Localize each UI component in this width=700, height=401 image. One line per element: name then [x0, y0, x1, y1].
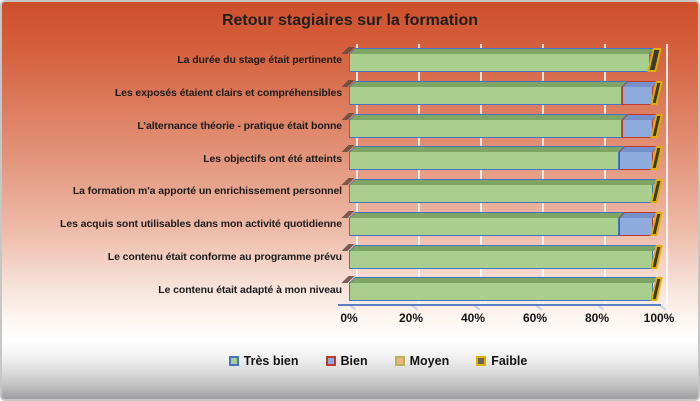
bar-segment-tres-bien — [349, 184, 653, 203]
gridline — [356, 44, 358, 304]
bar-segment-bien — [621, 85, 653, 105]
bar-row — [349, 77, 663, 110]
stacked-bar — [349, 244, 663, 269]
stacked-bar — [349, 146, 663, 171]
legend-swatch-bien — [325, 356, 336, 366]
stacked-bar — [349, 277, 663, 302]
x-axis: 0% 20% 40% 60% 80% 100% — [340, 309, 674, 329]
legend-item-moyen: Moyen — [394, 354, 450, 368]
x-tick-label: 100% — [643, 311, 675, 325]
stacked-bar — [349, 211, 663, 236]
legend-item-bien: Bien — [325, 354, 368, 368]
category-label: Le contenu était adapté à mon niveau — [158, 283, 342, 296]
category-label: La durée du stage était pertinente — [177, 54, 342, 67]
bar-segment-bien — [618, 151, 653, 171]
bar-segment-bien — [618, 216, 653, 236]
bar-row — [349, 273, 663, 306]
bars-layer — [349, 44, 663, 306]
stacked-bar — [349, 113, 663, 138]
stacked-bar — [349, 48, 662, 72]
bar-row — [349, 175, 663, 208]
legend-swatch-tres-bien — [228, 356, 239, 366]
stacked-bar — [349, 80, 663, 105]
bar-segment-tres-bien — [349, 216, 619, 236]
chart-title: Retour stagiaires sur la formation — [221, 12, 479, 29]
x-tick-label: 60% — [522, 311, 548, 325]
bar-segment-tres-bien — [349, 282, 653, 302]
bar-row — [349, 44, 662, 77]
category-label: Le contenu était conforme au programme p… — [107, 250, 342, 263]
x-tick-label: 20% — [398, 311, 424, 325]
x-tick-label: 0% — [340, 311, 358, 325]
gridline — [480, 44, 482, 304]
gridline — [418, 44, 420, 304]
gridline — [542, 44, 544, 304]
legend-swatch-moyen — [394, 356, 405, 366]
bar-segment-tres-bien — [349, 53, 650, 72]
x-tick-label: 80% — [584, 311, 610, 325]
stacked-bar — [349, 179, 663, 203]
legend-swatch-faible — [476, 356, 487, 366]
category-label: Les acquis sont utilisables dans mon act… — [60, 218, 342, 231]
chart-body: La durée du stage était pertinente Les ex… — [2, 44, 698, 311]
legend: Très bien Bien Moyen Faible — [30, 354, 698, 368]
legend-label: Bien — [340, 354, 368, 368]
category-label: Les objectifs ont été atteints — [203, 152, 342, 165]
bar-row — [349, 241, 663, 274]
legend-item-tres-bien: Très bien — [228, 354, 299, 368]
bar-segment-tres-bien — [349, 151, 619, 171]
legend-item-faible: Faible — [476, 354, 527, 368]
bar-segment-tres-bien — [349, 118, 622, 138]
category-label: La formation m'a apporté un enrichisseme… — [72, 185, 342, 198]
category-label: Les exposés étaient clairs et compréhens… — [114, 87, 342, 100]
gridline — [604, 44, 606, 304]
legend-label: Moyen — [409, 354, 450, 368]
bar-segment-tres-bien — [349, 85, 622, 105]
legend-label: Très bien — [243, 354, 299, 368]
bar-row — [349, 208, 663, 241]
bar-segment-tres-bien — [349, 249, 653, 269]
bar-row — [349, 110, 663, 143]
bar-row — [349, 142, 663, 175]
plot-area — [338, 44, 668, 311]
category-label: L’alternance théorie - pratique était bo… — [137, 119, 342, 132]
bar-segment-bien — [621, 118, 653, 138]
legend-label: Faible — [491, 354, 528, 368]
grid-layer — [338, 44, 668, 311]
x-tick-label: 40% — [460, 311, 486, 325]
category-axis-labels: La durée du stage était pertinente Les ex… — [2, 44, 349, 306]
x-axis-line — [338, 304, 661, 306]
gridline — [666, 44, 668, 304]
